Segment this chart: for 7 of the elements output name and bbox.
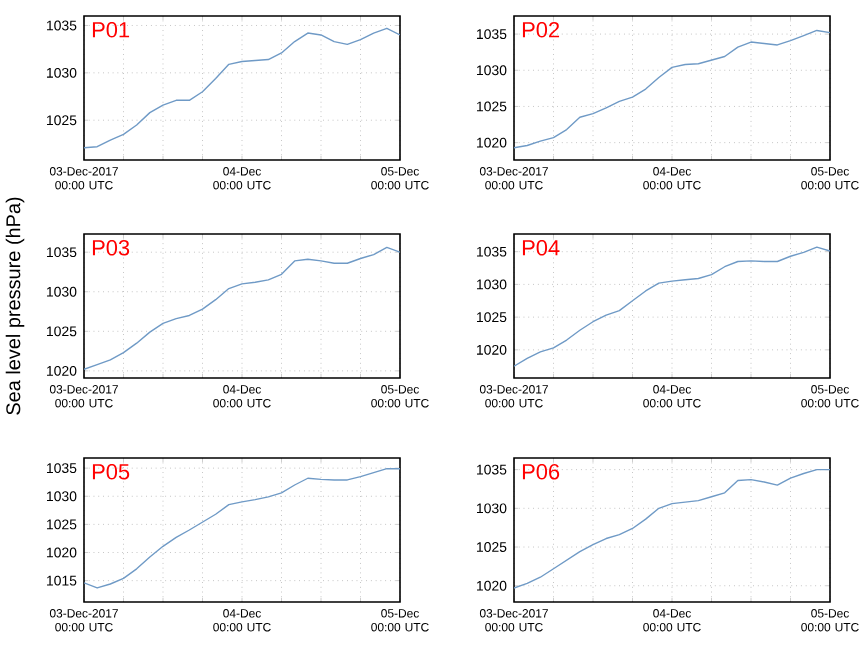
chart-title: P04: [522, 240, 560, 256]
chart-title: P05: [92, 464, 130, 480]
y-axis-title: Sea level pressure (hPa): [5, 197, 25, 415]
chart-title: P06: [522, 464, 560, 480]
chart-title: P01: [92, 22, 130, 38]
chart-title: P02: [522, 22, 560, 38]
chart-title: P03: [92, 240, 130, 256]
